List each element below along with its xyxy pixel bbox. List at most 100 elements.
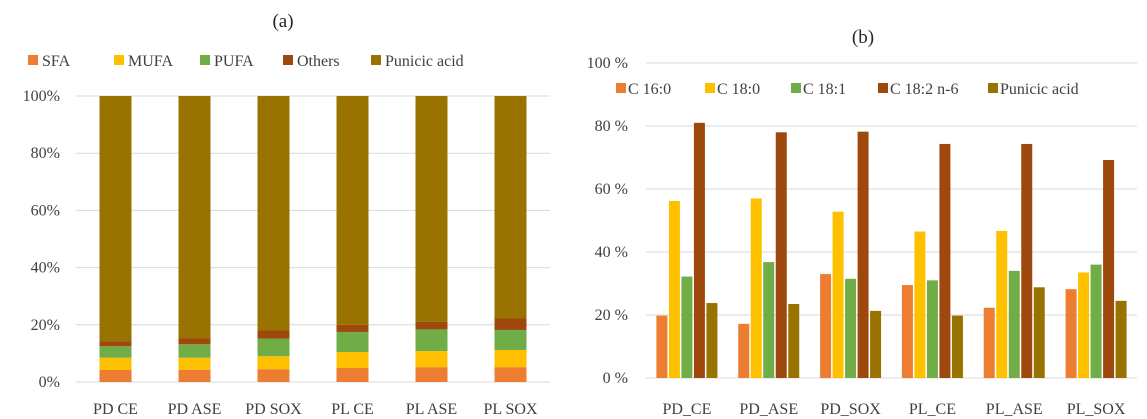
bar-c-18-1-pd-ase bbox=[763, 262, 775, 378]
bar-punicic-acid-pl-ase bbox=[1033, 287, 1045, 378]
x-tick-label: PL_CE bbox=[909, 401, 956, 418]
y-tick-label: 0 % bbox=[603, 370, 628, 387]
bars-b bbox=[656, 122, 1127, 378]
x-tick-label: PD_ASE bbox=[739, 401, 798, 418]
y-tick-label: 80 % bbox=[595, 118, 628, 135]
bar-segment-others-pl-ce bbox=[336, 324, 369, 332]
bar-segment-pufa-pd-ase bbox=[178, 344, 211, 358]
bar-segment-pufa-pd-ce bbox=[99, 346, 132, 358]
y-tick-label: 20 % bbox=[595, 307, 628, 324]
x-tick-label: PD SOX bbox=[245, 401, 302, 418]
legend-item-c-16-0: C 16:0 bbox=[616, 81, 671, 98]
chart-title-a: (a) bbox=[272, 11, 293, 32]
x-tick-label: PL ASE bbox=[406, 401, 457, 418]
bar-segment-mufa-pd-ce bbox=[99, 357, 132, 370]
y-tick-labels-b: 0 % 20 % 40 % 60 % 80 % 100 % bbox=[587, 55, 628, 387]
bar-c-16-0-pl-ase bbox=[983, 307, 995, 378]
bar-segment-punicic-acid-pl-ase bbox=[415, 96, 448, 322]
gridlines-a bbox=[76, 95, 550, 383]
bar-punicic-acid-pl-ce bbox=[951, 315, 963, 378]
legend-item-punicic-acid: Punicic acid bbox=[371, 53, 464, 70]
bar-c-18-2-n-6-pd-ce bbox=[693, 122, 705, 378]
x-tick-label: PL_SOX bbox=[1067, 401, 1126, 418]
bars-a bbox=[99, 96, 527, 382]
y-tick-label: 80% bbox=[31, 145, 60, 162]
bar-segment-pufa-pl-ce bbox=[336, 331, 369, 352]
bar-c-18-0-pd-ase bbox=[750, 198, 762, 378]
bar-punicic-acid-pd-sox bbox=[870, 310, 882, 378]
bar-segment-sfa-pl-sox bbox=[494, 367, 527, 382]
legend-a: SFA MUFA PUFA Others Punicic acid bbox=[28, 53, 464, 70]
bar-c-18-0-pd-ce bbox=[668, 200, 680, 378]
bar-punicic-acid-pd-ase bbox=[788, 303, 800, 378]
legend-label: SFA bbox=[42, 53, 71, 70]
y-tick-labels-a: 0% 20% 40% 60% 80% 100% bbox=[23, 88, 60, 391]
legend-swatch bbox=[705, 83, 715, 93]
bar-c-18-1-pl-ase bbox=[1008, 270, 1020, 378]
bar-c-18-2-n-6-pl-ce bbox=[939, 143, 951, 378]
chart-panel-a: 0% 20% 40% 60% 80% 100% PD CE PD ASE PD SOX PL C… bbox=[23, 11, 550, 418]
bar-segment-punicic-acid-pl-ce bbox=[336, 96, 369, 325]
legend-swatch bbox=[878, 83, 888, 93]
bar-c-18-0-pl-ase bbox=[996, 230, 1008, 378]
x-tick-label: PD_CE bbox=[662, 401, 711, 418]
legend-label: Punicic acid bbox=[1000, 81, 1079, 98]
bar-segment-others-pl-ase bbox=[415, 321, 448, 330]
gridlines-b bbox=[646, 62, 1137, 379]
bar-segment-pufa-pd-sox bbox=[257, 338, 290, 357]
bar-punicic-acid-pl-sox bbox=[1115, 300, 1127, 378]
legend-label: C 16:0 bbox=[628, 81, 671, 98]
x-tick-label: PL CE bbox=[331, 401, 374, 418]
y-tick-label: 40% bbox=[31, 260, 60, 277]
bar-segment-punicic-acid-pd-sox bbox=[257, 96, 290, 331]
bar-segment-sfa-pl-ase bbox=[415, 367, 448, 382]
y-tick-label: 100 % bbox=[587, 55, 628, 72]
bar-segment-pufa-pl-sox bbox=[494, 329, 527, 350]
bar-segment-others-pd-ce bbox=[99, 341, 132, 347]
legend-label: Punicic acid bbox=[385, 53, 464, 70]
bar-segment-mufa-pl-sox bbox=[494, 349, 527, 368]
legend-label: MUFA bbox=[128, 53, 173, 70]
bar-segment-sfa-pd-sox bbox=[257, 369, 290, 382]
x-tick-label: PD ASE bbox=[168, 401, 222, 418]
bar-segment-mufa-pl-ase bbox=[415, 351, 448, 368]
x-tick-label: PD CE bbox=[93, 401, 138, 418]
bar-c-18-0-pl-ce bbox=[914, 231, 926, 378]
bar-c-18-1-pl-sox bbox=[1090, 264, 1102, 378]
bar-segment-others-pd-sox bbox=[257, 330, 290, 339]
legend-item-sfa: SFA bbox=[28, 53, 71, 70]
bar-c-18-0-pl-sox bbox=[1078, 272, 1090, 378]
bar-segment-punicic-acid-pd-ase bbox=[178, 96, 211, 339]
bar-c-18-2-n-6-pd-sox bbox=[857, 131, 869, 378]
bar-segment-mufa-pl-ce bbox=[336, 351, 369, 368]
legend-swatch bbox=[114, 55, 124, 65]
bar-segment-others-pd-ase bbox=[178, 338, 211, 345]
bar-c-16-0-pd-ase bbox=[738, 323, 750, 378]
bar-segment-others-pl-sox bbox=[494, 318, 527, 330]
bar-c-18-1-pl-ce bbox=[926, 280, 938, 378]
bar-segment-punicic-acid-pl-sox bbox=[494, 96, 527, 319]
legend-item-pufa: PUFA bbox=[200, 53, 254, 70]
x-tick-labels-b: PD_CE PD_ASE PD_SOX PL_CE PL_ASE PL_SOX bbox=[662, 401, 1125, 418]
bar-c-18-1-pd-sox bbox=[845, 278, 857, 378]
y-tick-label: 60% bbox=[31, 202, 60, 219]
legend-item-mufa: MUFA bbox=[114, 53, 173, 70]
legend-swatch bbox=[371, 55, 381, 65]
bar-segment-sfa-pd-ce bbox=[99, 369, 132, 382]
legend-label: PUFA bbox=[214, 53, 254, 70]
bar-c-16-0-pl-sox bbox=[1065, 289, 1077, 378]
x-tick-labels-a: PD CE PD ASE PD SOX PL CE PL ASE PL SOX bbox=[93, 401, 538, 418]
bar-c-16-0-pd-sox bbox=[820, 274, 832, 378]
legend-swatch bbox=[988, 83, 998, 93]
bar-segment-mufa-pd-ase bbox=[178, 357, 211, 370]
y-tick-label: 20% bbox=[31, 317, 60, 334]
legend-label: C 18:1 bbox=[803, 81, 846, 98]
y-tick-label: 40 % bbox=[595, 244, 628, 261]
legend-label: C 18:0 bbox=[717, 81, 760, 98]
bar-c-18-0-pd-sox bbox=[832, 211, 844, 378]
bar-c-18-2-n-6-pl-ase bbox=[1021, 143, 1033, 378]
y-tick-label: 0% bbox=[39, 374, 60, 391]
legend-swatch bbox=[616, 83, 626, 93]
y-tick-label: 100% bbox=[23, 88, 60, 105]
